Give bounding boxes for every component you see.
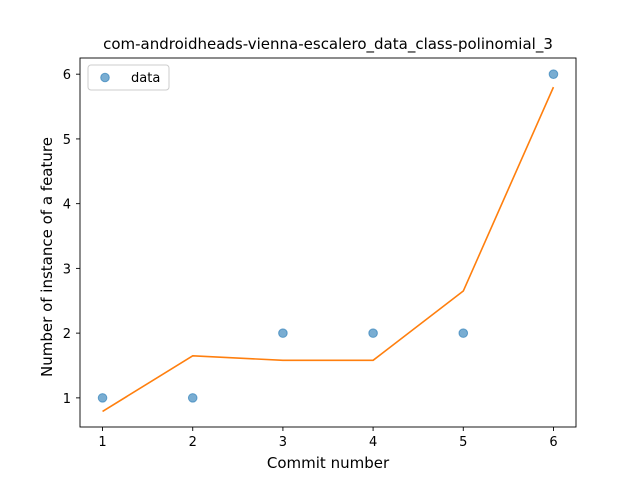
x-axis-label: Commit number xyxy=(267,454,390,472)
x-tick-label: 2 xyxy=(189,435,197,450)
y-tick-label: 1 xyxy=(63,392,71,407)
axes-frame xyxy=(79,57,577,428)
legend: data xyxy=(87,64,170,91)
plot-area xyxy=(97,69,559,413)
x-tick-label: 4 xyxy=(369,435,377,450)
fit-line xyxy=(102,86,555,413)
data-point xyxy=(368,328,378,338)
legend-box xyxy=(87,64,170,91)
axes: 1 2 3 4 5 6 1 2 3 4 5 6 xyxy=(63,57,577,450)
y-tick-label: 3 xyxy=(63,262,71,277)
y-tick-label: 6 xyxy=(63,68,71,83)
legend-marker-data xyxy=(100,72,110,83)
x-tick-label: 3 xyxy=(279,435,287,450)
data-point xyxy=(458,328,469,338)
x-tick-label: 6 xyxy=(549,435,557,450)
x-tick-label: 5 xyxy=(459,435,467,450)
data-point xyxy=(548,69,559,79)
data-point xyxy=(278,328,288,338)
chart-title: com-androidheads-vienna-escalero_data_cl… xyxy=(103,35,553,54)
data-point xyxy=(97,393,108,403)
x-tick-label: 1 xyxy=(98,435,106,450)
y-axis-label: Number of instance of a feature xyxy=(38,137,56,377)
legend-label-data: data xyxy=(131,71,160,86)
y-tick-label: 4 xyxy=(63,198,71,213)
y-tick-label: 2 xyxy=(63,327,71,342)
y-tick-label: 5 xyxy=(63,133,71,148)
data-point xyxy=(187,393,198,403)
